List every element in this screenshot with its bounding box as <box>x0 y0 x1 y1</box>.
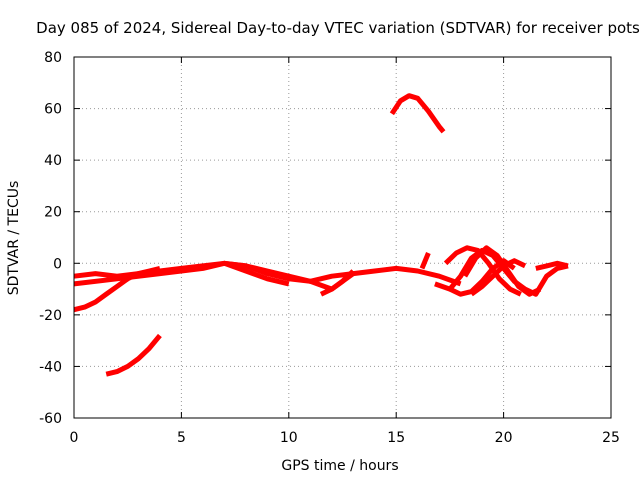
y-axis-label: SDTVAR / TECUs <box>6 181 22 296</box>
y-tick-label: 20 <box>44 205 62 221</box>
plot-frame <box>73 56 612 419</box>
y-tick-label: -60 <box>39 411 62 427</box>
series-arc-7 <box>389 93 446 134</box>
series-arc-13 <box>469 258 527 297</box>
axis-ticks <box>73 56 612 419</box>
series-arc-12 <box>462 245 542 297</box>
x-tick-label: 15 <box>387 430 405 446</box>
y-tick-label: 60 <box>44 102 62 118</box>
series-arc-14 <box>535 260 569 271</box>
x-tick-labels: 0 5 10 15 20 25 <box>70 430 620 446</box>
x-tick-label: 20 <box>495 430 513 446</box>
x-tick-label: 10 <box>280 430 298 446</box>
y-tick-label: 0 <box>53 256 62 272</box>
series-arc-2 <box>73 260 290 287</box>
data-series <box>73 93 569 377</box>
y-tick-labels: -60 -40 -20 0 20 40 60 80 <box>39 50 62 427</box>
y-tick-label: -20 <box>39 308 62 324</box>
chart-title: Day 085 of 2024, Sidereal Day-to-day VTE… <box>36 19 640 37</box>
y-tick-label: 80 <box>44 50 62 66</box>
x-tick-label: 5 <box>177 430 186 446</box>
series-arc-6 <box>319 269 355 297</box>
series-arc-8 <box>419 252 431 270</box>
x-tick-label: 25 <box>602 430 620 446</box>
x-tick-label: 0 <box>70 430 79 446</box>
series-arc-4 <box>105 333 162 377</box>
series-arc-10 <box>443 245 522 297</box>
gridlines <box>74 57 611 418</box>
y-tick-label: -40 <box>39 359 62 375</box>
series-arc-3 <box>73 265 161 313</box>
y-tick-label: 40 <box>44 153 62 169</box>
x-axis-label: GPS time / hours <box>281 458 398 474</box>
